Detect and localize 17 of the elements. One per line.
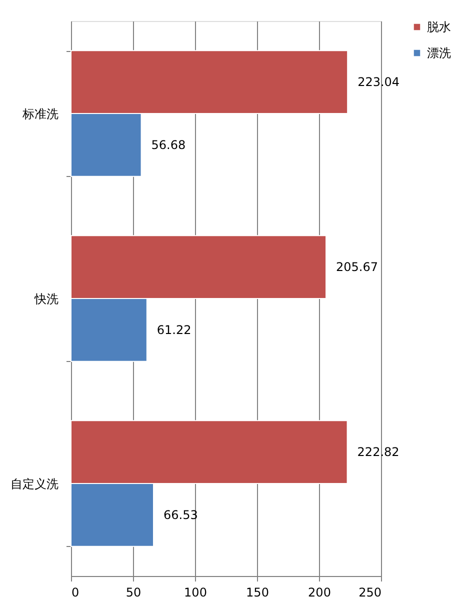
x-tick-label: 50 [126,586,142,600]
data-label: 56.68 [151,138,186,152]
data-label: 223.04 [358,75,400,90]
data-label: 61.22 [156,322,192,337]
y-tick-label: 自定义洗 [10,477,58,491]
x-tick-label: 0 [72,586,80,600]
y-tick-label: 快洗 [34,292,58,306]
data-label: 205.67 [336,260,378,274]
legend-label: 漂洗 [427,46,451,60]
x-tick-label: 150 [246,586,269,600]
x-tick-label: 200 [308,586,331,600]
x-tick-label: 250 [358,586,382,600]
y-tick-label: 标准洗 [22,107,58,121]
data-label: 66.53 [163,508,198,522]
x-tick-label: 100 [184,586,207,600]
data-label: 222.82 [357,445,400,460]
legend-label: 脱水 [427,20,451,34]
